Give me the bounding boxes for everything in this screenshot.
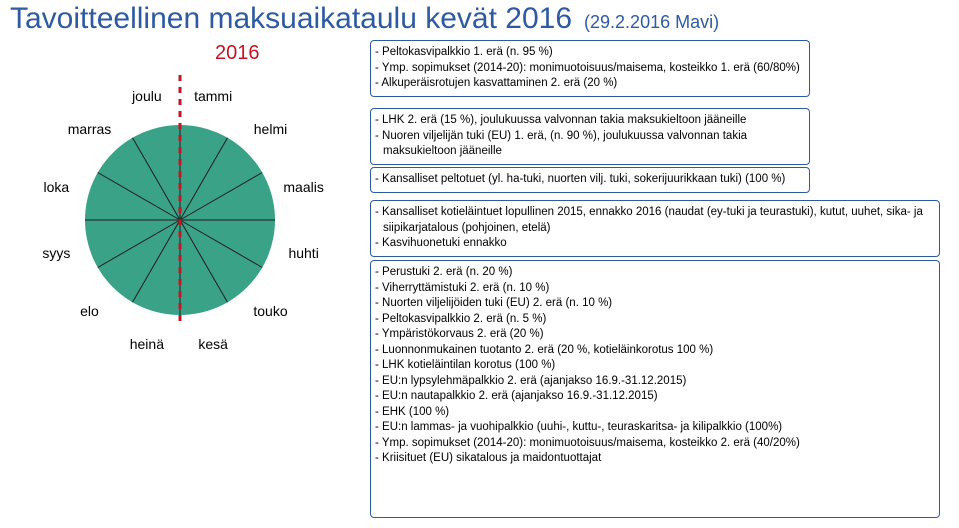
month-wheel: tammi helmi maalis huhti touko kesä heinä elo sy… [30, 70, 330, 370]
bullet-item: EU:n lypsylehmäpalkkio 2. erä (ajanjakso… [379, 374, 931, 390]
bullet-item: Peltokasvipalkkio 2. erä (n. 5 %) [379, 312, 931, 328]
bullet-item: Viherryttämistuki 2. erä (n. 10 %) [379, 281, 931, 297]
month-helmi: helmi [254, 121, 287, 137]
month-touko: touko [253, 303, 287, 319]
bullet-item: EHK (100 %) [379, 405, 931, 421]
month-joulu: joulu [132, 88, 162, 104]
month-tammi: tammi [194, 88, 232, 104]
payout-box-5: Perustuki 2. erä (n. 20 %)Viherryttämist… [370, 260, 940, 518]
page-subtitle: (29.2.2016 Mavi) [584, 12, 719, 33]
payout-box-1: Peltokasvipalkkio 1. erä (n. 95 %)Ymp. s… [370, 40, 810, 97]
bullet-item: Ymp. sopimukset (2014-20): monimuotoisuu… [379, 61, 801, 77]
month-loka: loka [44, 179, 70, 195]
month-kesä: kesä [198, 336, 228, 352]
month-marras: marras [68, 121, 112, 137]
month-huhti: huhti [288, 245, 318, 261]
bullet-item: Nuoren viljelijän tuki (EU) 1. erä, (n. … [379, 129, 801, 160]
bullet-item: Kriisituet (EU) sikatalous ja maidontuot… [379, 451, 931, 467]
bullet-item: Kansalliset kotieläintuet lopullinen 201… [379, 205, 931, 236]
bullet-item: Peltokasvipalkkio 1. erä (n. 95 %) [379, 45, 801, 61]
bullet-item: Luonnonmukainen tuotanto 2. erä (20 %, k… [379, 343, 931, 359]
bullet-item: EU:n nautapalkkio 2. erä (ajanjakso 16.9… [379, 389, 931, 405]
payout-box-3: Kansalliset peltotuet (yl. ha-tuki, nuor… [370, 167, 810, 193]
month-maalis: maalis [283, 179, 323, 195]
page-title: Tavoitteellinen maksuaikataulu kevät 201… [10, 2, 572, 36]
bullet-item: Kansalliset peltotuet (yl. ha-tuki, nuor… [379, 172, 801, 188]
bullet-item: Kasvihuonetuki ennakko [379, 236, 931, 252]
bullet-item: LHK 2. erä (15 %), joulukuussa valvonnan… [379, 113, 801, 129]
bullet-item: EU:n lammas- ja vuohipalkkio (uuhi-, kut… [379, 420, 931, 436]
bullet-item: Nuorten viljelijöiden tuki (EU) 2. erä (… [379, 296, 931, 312]
payout-box-2: LHK 2. erä (15 %), joulukuussa valvonnan… [370, 108, 810, 165]
bullet-item: LHK kotieläintilan korotus (100 %) [379, 358, 931, 374]
bullet-item: Perustuki 2. erä (n. 20 %) [379, 265, 931, 281]
payout-box-4: Kansalliset kotieläintuet lopullinen 201… [370, 200, 940, 257]
year-label: 2016 [215, 42, 260, 65]
month-heinä: heinä [130, 336, 164, 352]
month-syys: syys [42, 245, 70, 261]
bullet-item: Ympäristökorvaus 2. erä (20 %) [379, 327, 931, 343]
bullet-item: Alkuperäisrotujen kasvattaminen 2. erä (… [379, 76, 801, 92]
bullet-item: Ymp. sopimukset (2014-20): monimuotoisuu… [379, 436, 931, 452]
month-elo: elo [80, 303, 99, 319]
